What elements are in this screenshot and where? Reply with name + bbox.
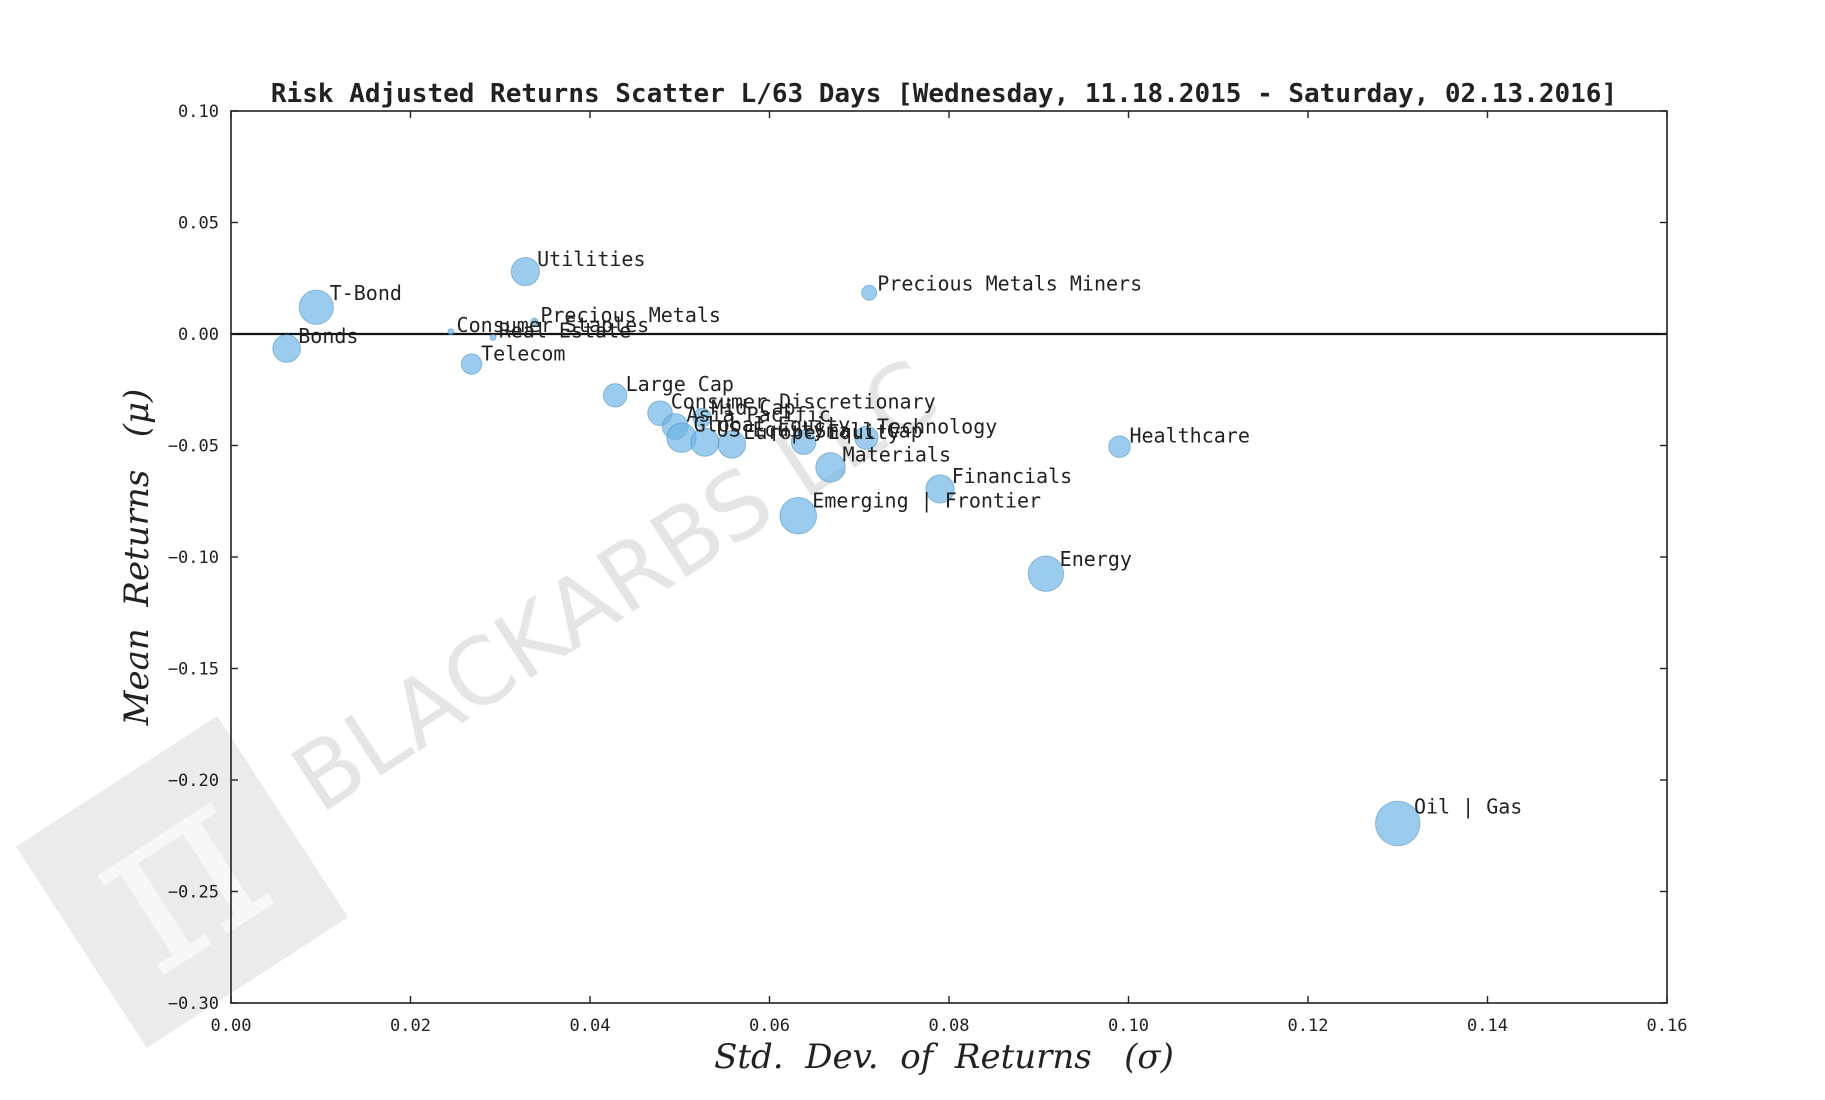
label-large-cap: Large Cap xyxy=(626,372,734,396)
label-europe-equity: Europe Equity xyxy=(743,420,900,444)
label-real-estate: Real Estate xyxy=(499,319,631,343)
bubble-bonds xyxy=(272,334,301,363)
y-tick-label: −0.05 xyxy=(168,437,219,457)
bubble-large-cap xyxy=(602,383,628,408)
bubble-precious-metals xyxy=(530,317,539,326)
x-tick-label: 0.06 xyxy=(749,1016,790,1036)
y-tick-label: −0.20 xyxy=(168,771,219,791)
label-asia-pacific: Asia Pacific xyxy=(686,402,831,426)
y-tick-label: 0.00 xyxy=(178,325,219,345)
label-financials: Financials xyxy=(952,464,1072,488)
bubble-materials xyxy=(815,452,846,483)
x-tick-label: 0.04 xyxy=(570,1016,611,1036)
y-tick-label: −0.15 xyxy=(168,660,219,680)
label-consumer-discretionary: Consumer Discretionary xyxy=(671,389,936,413)
x-tick-label: 0.02 xyxy=(390,1016,431,1036)
y-axis-label: Mean Returns (μ) xyxy=(117,389,157,727)
x-tick-label: 0.00 xyxy=(211,1016,252,1036)
bubble-consumer-staples xyxy=(447,328,455,336)
label-technology: Technology xyxy=(877,414,997,438)
label-oil-gas: Oil | Gas xyxy=(1414,794,1522,818)
label-healthcare: Healthcare xyxy=(1129,424,1249,448)
label-telecom: Telecom xyxy=(481,341,565,365)
bubble-mid-cap xyxy=(692,407,712,428)
bubble-technology xyxy=(854,425,879,450)
y-tick-label: 0.05 xyxy=(178,214,219,234)
x-axis-label: Std. Dev. of Returns (σ) xyxy=(714,1037,1174,1077)
bubble-emerging-frontier xyxy=(779,496,818,535)
bubble-healthcare xyxy=(1108,435,1131,458)
bubble-europe-equity xyxy=(717,430,747,459)
y-tick-label: −0.25 xyxy=(168,883,219,903)
bubble-financials xyxy=(925,474,955,504)
y-tick-label: −0.10 xyxy=(168,548,219,568)
bubble-small-cap xyxy=(790,429,817,455)
label-bonds: Bonds xyxy=(298,324,358,348)
bubble-oil-gas xyxy=(1375,800,1421,847)
y-axis-ticks: 0.10 0.05 0.00 −0.05 −0.10 −0.15 −0.20 −0.25 −0.… xyxy=(168,102,1667,1014)
label-consumer-staples: Consumer Staples xyxy=(457,313,650,337)
label-utilities: Utilities xyxy=(537,247,645,271)
plot-frame xyxy=(230,110,1668,1004)
label-precious-metals: Precious Metals xyxy=(540,303,721,327)
scatter-points xyxy=(272,256,1421,847)
label-precious-metals-miners: Precious Metals Miners xyxy=(877,272,1142,296)
y-tick-label: −0.30 xyxy=(168,994,219,1014)
x-tick-label: 0.08 xyxy=(929,1016,970,1036)
label-mid-cap: Mid Cap xyxy=(711,396,795,420)
label-us-equity: US Equity xyxy=(717,417,825,441)
x-axis-ticks: 0.00 0.02 0.04 0.06 0.08 0.10 0.12 0.14 0.16 xyxy=(211,111,1688,1036)
label-t-bond: T-Bond xyxy=(330,281,402,305)
bubble-telecom xyxy=(460,353,483,375)
bubble-real-estate xyxy=(489,333,497,341)
x-tick-label: 0.16 xyxy=(1647,1016,1688,1036)
bubble-precious-metals-miners xyxy=(861,284,878,301)
label-materials: Materials xyxy=(843,442,951,466)
x-tick-label: 0.10 xyxy=(1108,1016,1149,1036)
label-small-cap: Small Cap xyxy=(814,418,922,442)
x-tick-label: 0.14 xyxy=(1467,1016,1508,1036)
y-tick-label: 0.10 xyxy=(178,102,219,122)
chart-title: Risk Adjusted Returns Scatter L/63 Days … xyxy=(271,79,1617,109)
watermark-logo-square xyxy=(16,716,348,1048)
bubble-t-bond xyxy=(298,289,334,325)
x-tick-label: 0.12 xyxy=(1288,1016,1329,1036)
label-energy: Energy xyxy=(1060,547,1132,571)
bubble-energy xyxy=(1027,555,1065,592)
label-emerging-frontier: Emerging | Frontier xyxy=(812,489,1041,513)
bubble-utilities xyxy=(510,256,540,287)
label-global-equity: Global Equity xyxy=(694,413,851,437)
